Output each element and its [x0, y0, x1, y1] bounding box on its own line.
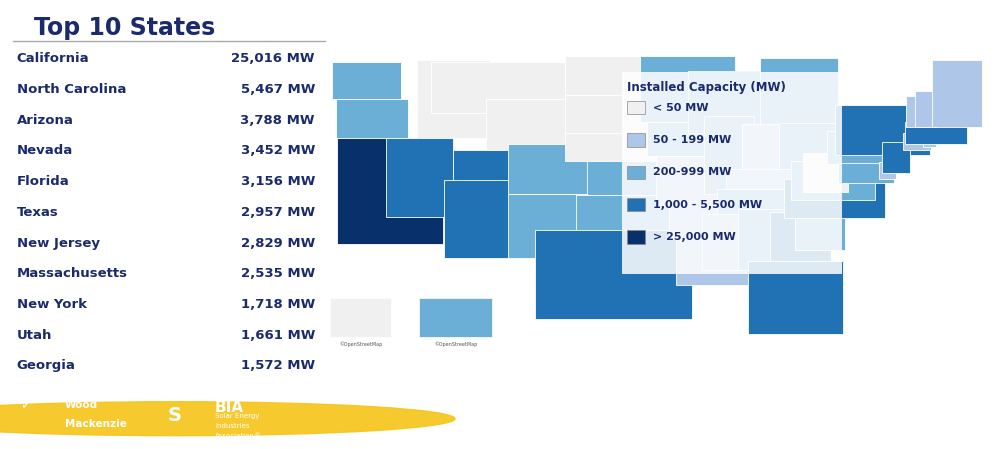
Bar [770, 212, 831, 268]
Bar [330, 298, 391, 337]
Bar [748, 261, 843, 334]
Text: ✓: ✓ [20, 399, 30, 412]
Bar [903, 133, 931, 150]
FancyBboxPatch shape [622, 72, 842, 274]
Bar [838, 163, 894, 183]
Text: 3,788 MW: 3,788 MW [240, 114, 315, 127]
Text: 1,572 MW: 1,572 MW [241, 359, 315, 372]
Bar [386, 138, 453, 216]
Text: POWER & RENEWABLES: POWER & RENEWABLES [65, 436, 139, 440]
Bar [717, 189, 824, 218]
Text: BIA: BIA [215, 400, 244, 415]
Bar [627, 133, 645, 147]
Bar [486, 99, 570, 150]
Text: Industries: Industries [215, 423, 250, 429]
Bar [779, 123, 835, 179]
Bar [923, 134, 936, 147]
Text: Installed Capacity (MW): Installed Capacity (MW) [627, 81, 786, 94]
Bar [627, 166, 645, 179]
Bar [803, 153, 848, 192]
Text: 2,535 MW: 2,535 MW [241, 267, 315, 280]
Bar [738, 209, 782, 270]
Text: 2,829 MW: 2,829 MW [241, 237, 315, 250]
Bar [702, 214, 752, 270]
Bar [417, 60, 490, 138]
Bar [742, 124, 784, 185]
Text: North Carolina: North Carolina [17, 83, 126, 96]
Text: 1,718 MW: 1,718 MW [241, 298, 315, 311]
Bar [835, 105, 930, 155]
Bar [879, 162, 896, 179]
Text: Nevada: Nevada [17, 145, 73, 158]
Text: Association®: Association® [215, 433, 262, 439]
Text: New Jersey: New Jersey [17, 237, 100, 250]
Bar [627, 230, 645, 244]
Bar [726, 168, 827, 200]
Text: 25,016 MW: 25,016 MW [231, 53, 315, 66]
Text: 2,957 MW: 2,957 MW [241, 206, 315, 219]
Text: Texas: Texas [17, 206, 58, 219]
Text: Georgia: Georgia [17, 359, 76, 372]
Bar [508, 194, 591, 258]
Bar [332, 62, 401, 99]
Text: ©OpenStreetMap: ©OpenStreetMap [339, 342, 382, 347]
Text: S: S [168, 406, 182, 425]
Bar [795, 211, 845, 250]
Bar [640, 56, 735, 122]
Bar [915, 92, 937, 127]
Text: 50 - 199 MW: 50 - 199 MW [653, 135, 731, 145]
Text: 3,452 MW: 3,452 MW [241, 145, 315, 158]
Bar [453, 150, 525, 194]
Bar [688, 71, 761, 133]
Bar [576, 195, 682, 232]
Text: Wood: Wood [65, 401, 98, 410]
Bar [419, 298, 492, 337]
Text: Florida: Florida [17, 175, 70, 188]
Bar [627, 198, 645, 211]
Bar [336, 99, 408, 138]
Text: 5,467 MW: 5,467 MW [241, 83, 315, 96]
Bar [647, 122, 736, 156]
Text: 1,661 MW: 1,661 MW [241, 329, 315, 342]
Bar [791, 161, 875, 200]
Bar [704, 116, 754, 194]
Bar [932, 60, 982, 127]
Bar [565, 95, 665, 133]
Bar [906, 96, 934, 127]
Text: Solar Energy: Solar Energy [215, 413, 259, 418]
Bar [882, 142, 910, 173]
Circle shape [0, 402, 245, 429]
Text: 200-999 MW: 200-999 MW [653, 167, 731, 177]
Bar [587, 161, 682, 195]
Text: California: California [17, 53, 89, 66]
Text: ©OpenStreetMap: ©OpenStreetMap [434, 342, 477, 347]
Bar [431, 62, 565, 113]
Bar [676, 239, 749, 285]
Bar [565, 56, 665, 95]
Text: New York: New York [17, 298, 87, 311]
Text: 3,156 MW: 3,156 MW [241, 175, 315, 188]
Text: Arizona: Arizona [17, 114, 74, 127]
Bar [565, 133, 665, 161]
Text: © 2019: © 2019 [846, 407, 950, 431]
Bar [656, 156, 740, 205]
Bar [827, 131, 905, 164]
Text: > 25,000 MW: > 25,000 MW [653, 232, 736, 242]
Circle shape [0, 402, 455, 436]
Text: < 50 MW: < 50 MW [653, 103, 708, 113]
Text: Utah: Utah [17, 329, 52, 342]
Text: 1,000 - 5,500 MW: 1,000 - 5,500 MW [653, 200, 762, 210]
Bar [508, 144, 591, 194]
Text: Massachusetts: Massachusetts [17, 267, 128, 280]
Bar [669, 201, 742, 239]
Bar [905, 122, 967, 144]
Text: Mackenzie: Mackenzie [65, 418, 127, 428]
Bar [444, 180, 522, 258]
Bar [784, 179, 885, 218]
Bar [337, 138, 443, 244]
Bar [535, 230, 692, 319]
Text: Top 10 States: Top 10 States [34, 16, 215, 40]
Bar [760, 58, 838, 142]
Bar [627, 101, 645, 114]
